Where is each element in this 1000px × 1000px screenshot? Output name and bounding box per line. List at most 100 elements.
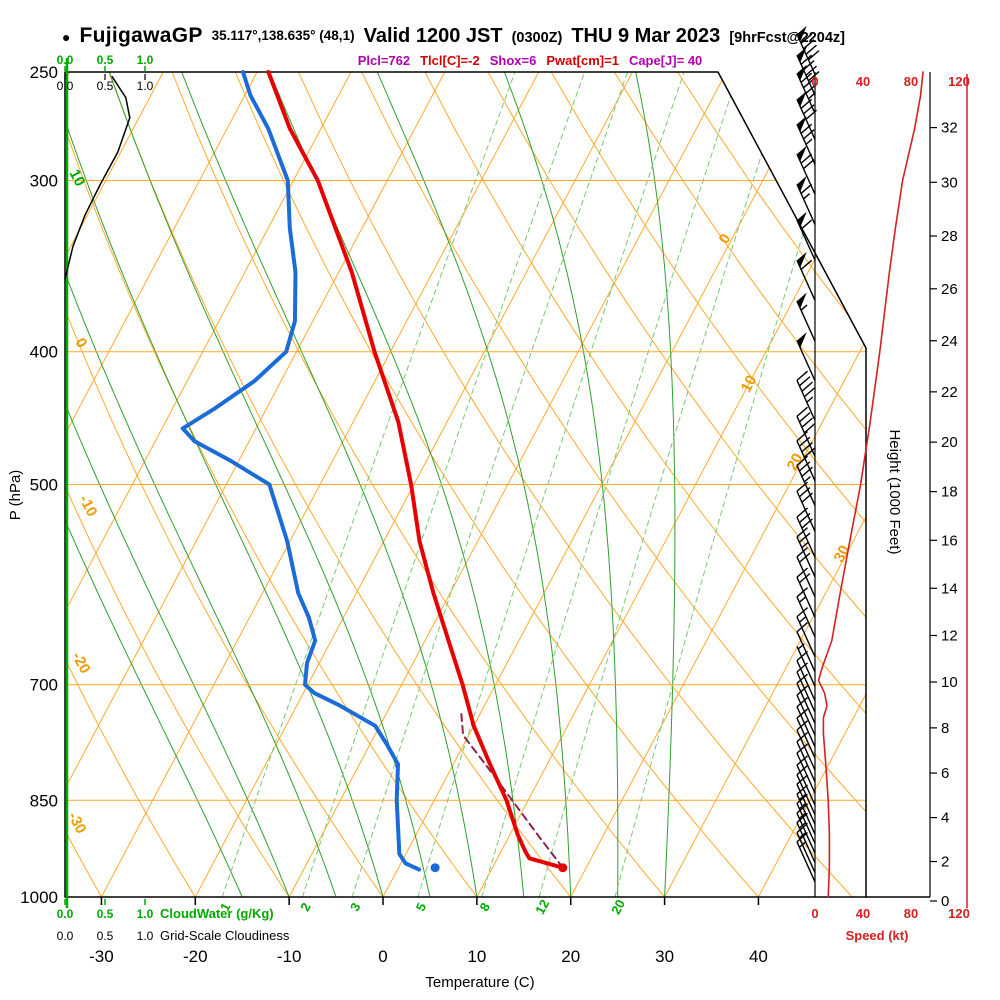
pressure-tick-label: 300 bbox=[30, 172, 58, 191]
height-tick-label: 22 bbox=[941, 384, 958, 401]
height-tick-label: 24 bbox=[941, 333, 958, 350]
station-coords: 35.117°,138.635° (48,1) bbox=[211, 28, 355, 43]
param-plcl: Plcl=762 bbox=[357, 53, 411, 68]
temperature-axis-title: Temperature (C) bbox=[425, 974, 534, 991]
cloudwater-scale-tick: 0.5 bbox=[97, 53, 114, 67]
wind-speed-curve bbox=[817, 71, 968, 908]
height-tick-label: 6 bbox=[941, 765, 949, 782]
surface-temperature-dot bbox=[558, 863, 568, 873]
cloudiness-scale-tick: 1.0 bbox=[137, 79, 154, 93]
height-tick-label: 12 bbox=[941, 627, 958, 644]
height-tick-label: 28 bbox=[941, 228, 958, 245]
forecast-tag: [9hrFcst@2204z] bbox=[729, 30, 845, 46]
mixing-ratio-label: 12 bbox=[532, 897, 552, 917]
temperature-curve bbox=[266, 70, 565, 870]
mixing-ratio-label: 5 bbox=[413, 900, 430, 913]
height-tick-label: 18 bbox=[941, 484, 958, 501]
station-name: FujigawaGP bbox=[79, 24, 203, 47]
pressure-tick-label: 400 bbox=[30, 343, 58, 362]
temperature-axis: -30 -20 -10 0 10 20 30 40 Temperature (C) bbox=[89, 897, 768, 991]
cloudwater-axis-title: CloudWater (g/Kg) bbox=[160, 906, 274, 921]
stability-parameters: Plcl=762 Tlcl[C]=-2 Shox=6 Pwat[cm]=1 Cape[J… bbox=[130, 53, 930, 68]
adiabat-label: -10 bbox=[75, 492, 100, 519]
pressure-tick-label: 250 bbox=[30, 63, 58, 82]
adiabat-label: 10 bbox=[66, 167, 89, 190]
dewpoint-curve bbox=[180, 70, 422, 872]
height-tick-label: 30 bbox=[941, 174, 958, 191]
speed-tick-label: 0 bbox=[811, 906, 818, 921]
cloudiness-scale-tick: 0.0 bbox=[57, 79, 74, 93]
pressure-axis-title: P (hPa) bbox=[7, 470, 24, 521]
temperature-tick-label: -20 bbox=[183, 947, 208, 966]
temperature-tick-label: -30 bbox=[89, 947, 114, 966]
header: ● FujigawaGP 35.117°,138.635° (48,1) Val… bbox=[62, 24, 845, 48]
speed-tick-label: 80 bbox=[904, 74, 918, 89]
speed-tick-label: 0 bbox=[811, 74, 818, 89]
height-tick-label: 14 bbox=[941, 580, 958, 597]
valid-time-utc: (0300Z) bbox=[511, 30, 563, 46]
speed-axis-title: Speed (kt) bbox=[846, 928, 909, 943]
height-tick-label: 0 bbox=[941, 893, 949, 910]
speed-tick-label: 120 bbox=[948, 906, 970, 921]
mixing-ratio-label: 8 bbox=[476, 900, 493, 913]
pressure-tick-label: 850 bbox=[30, 791, 58, 810]
plot-border bbox=[64, 71, 930, 898]
param-pwat: Pwat[cm]=1 bbox=[546, 53, 619, 68]
speed-tick-label: 120 bbox=[948, 74, 970, 89]
wind-barbs bbox=[796, 25, 820, 897]
parcel-curve bbox=[460, 712, 564, 869]
cloud-scales: 0.0 0.0 0.0 0.0 0.5 0.5 0.5 0.5 1.0 1.0 1.0 1.0 Clou… bbox=[57, 53, 290, 943]
param-shox: Shox=6 bbox=[489, 53, 537, 68]
cloudiness-scale-tick: 0.5 bbox=[97, 79, 114, 93]
height-tick-label: 16 bbox=[941, 532, 958, 549]
pressure-tick-label: 1000 bbox=[20, 888, 58, 907]
pressure-tick-label: 700 bbox=[30, 676, 58, 695]
height-tick-label: 32 bbox=[941, 120, 958, 137]
pressure-tick-label: 500 bbox=[30, 476, 58, 495]
isopleth-background bbox=[65, 72, 866, 897]
cloudwater-scale-tick: 1.0 bbox=[137, 53, 154, 67]
height-axis-title: Height (1000 Feet) bbox=[886, 429, 903, 554]
param-tlcl: Tlcl[C]=-2 bbox=[420, 53, 480, 68]
cloudiness-scale-tick: 0.5 bbox=[97, 929, 114, 943]
station-bullet-icon: ● bbox=[62, 29, 71, 45]
mixing-ratio-label: 20 bbox=[608, 897, 628, 917]
temperature-tick-label: 20 bbox=[561, 947, 580, 966]
mixing-ratio-label: 3 bbox=[347, 900, 364, 913]
temperature-tick-label: 0 bbox=[378, 947, 387, 966]
height-tick-label: 26 bbox=[941, 281, 958, 298]
height-tick-label: 2 bbox=[941, 854, 949, 871]
height-tick-label: 20 bbox=[941, 434, 958, 451]
temperature-tick-label: 30 bbox=[655, 947, 674, 966]
valid-date: THU 9 Mar 2023 bbox=[571, 25, 721, 47]
isotherm-label: 0 bbox=[716, 231, 735, 246]
valid-time: Valid 1200 JST bbox=[363, 25, 503, 47]
cloudiness-scale-tick: 1.0 bbox=[137, 929, 154, 943]
cloudiness-scale-tick: 0.0 bbox=[57, 929, 74, 943]
cloudiness-axis-title: Grid-Scale Cloudiness bbox=[160, 928, 290, 943]
cloudwater-scale-tick: 1.0 bbox=[137, 907, 154, 921]
mixing-ratio-label: 2 bbox=[297, 900, 314, 913]
isotherm-label: 30 bbox=[831, 543, 854, 566]
cloudwater-scale-tick: 0.5 bbox=[97, 907, 114, 921]
cloudwater-scale-tick: 0.0 bbox=[57, 907, 74, 921]
temperature-tick-label: -10 bbox=[277, 947, 302, 966]
cloudiness-profile bbox=[64, 75, 131, 280]
speed-tick-label: 40 bbox=[856, 906, 870, 921]
speed-tick-label: 80 bbox=[904, 906, 918, 921]
speed-tick-label: 40 bbox=[856, 74, 870, 89]
cloudwater-scale-tick: 0.0 bbox=[57, 53, 74, 67]
height-tick-label: 4 bbox=[941, 810, 949, 827]
temperature-tick-label: 10 bbox=[467, 947, 486, 966]
pressure-axis: 250 300 400 500 700 850 1000 P (hPa) bbox=[7, 63, 58, 907]
isotherm-label: 10 bbox=[738, 373, 761, 396]
surface-dewpoint-dot bbox=[430, 863, 440, 873]
temperature-tick-label: 40 bbox=[749, 947, 768, 966]
param-cape: Cape[J]= 40 bbox=[628, 53, 703, 68]
height-tick-label: 10 bbox=[941, 674, 958, 691]
